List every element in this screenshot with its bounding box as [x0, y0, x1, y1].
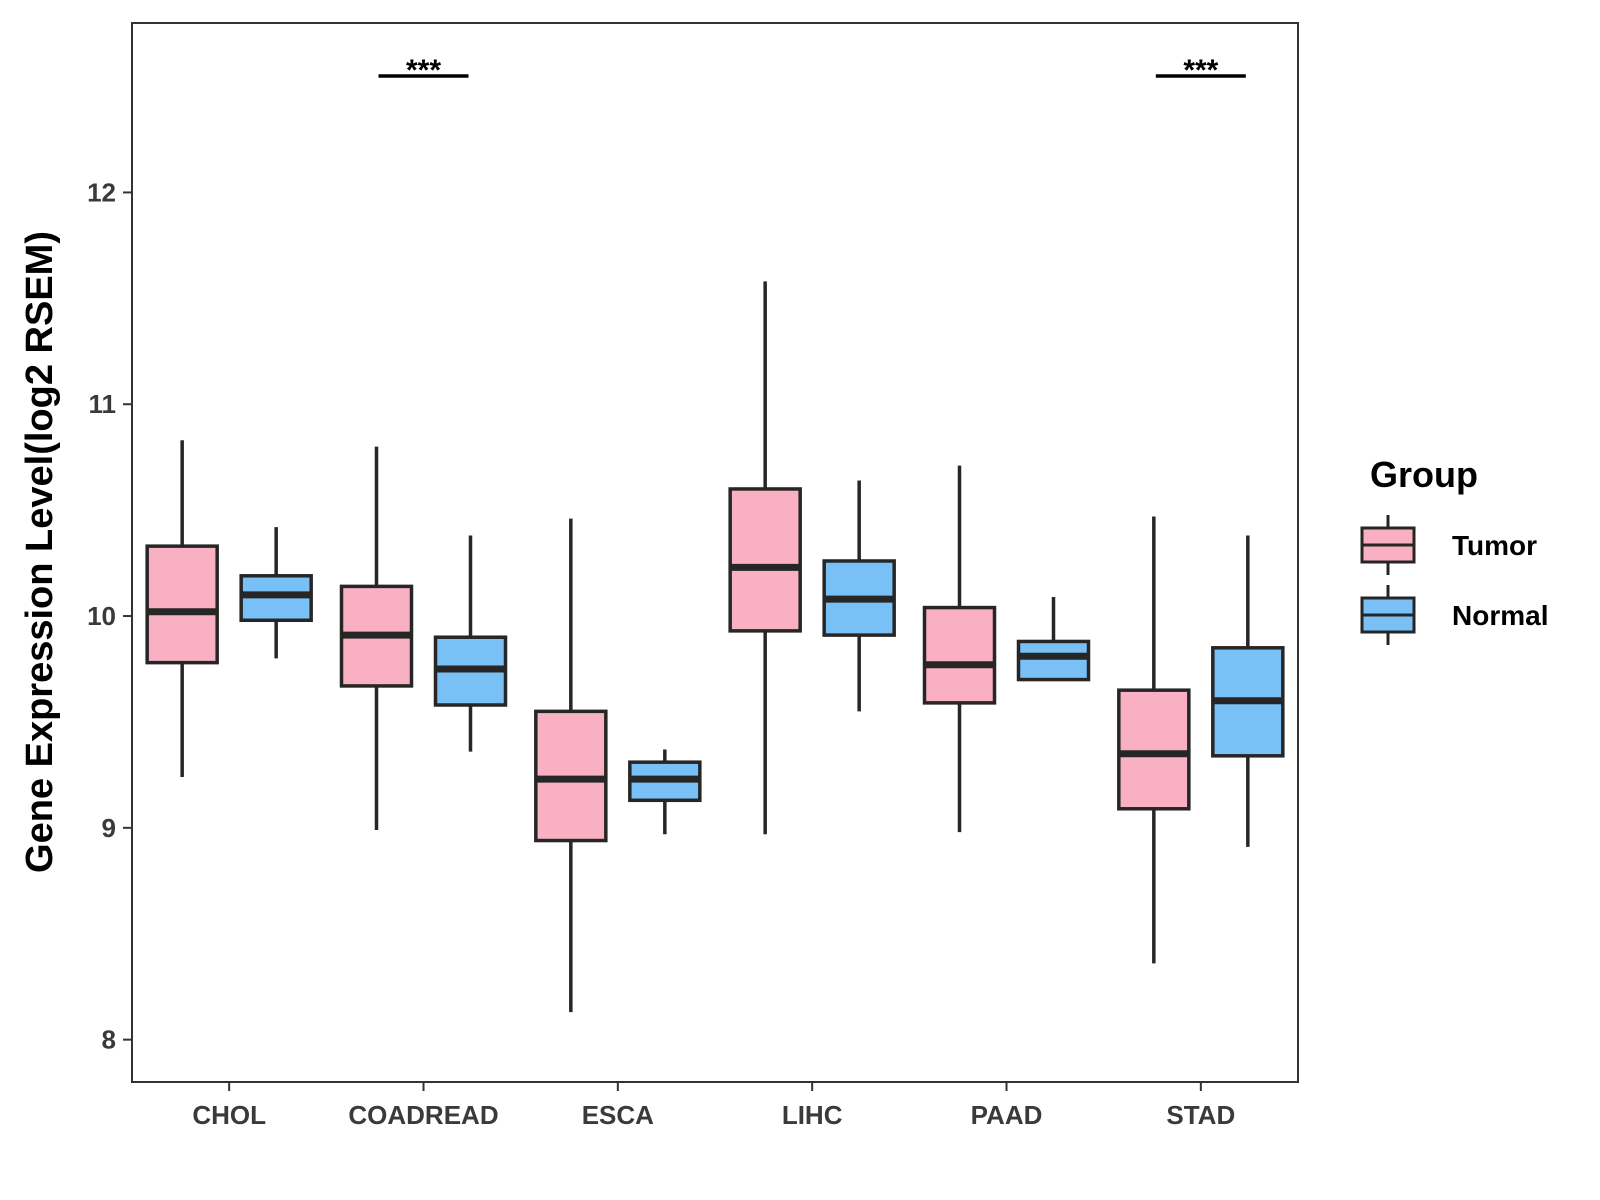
box-lihc-tumor: [728, 487, 802, 633]
legend-label-tumor: Tumor: [1452, 530, 1537, 561]
box-paad-normal: [1016, 639, 1091, 682]
y-axis: 8 9 10 11 12: [87, 177, 132, 1055]
legend: Group Tumor Normal: [1360, 454, 1548, 645]
x-axis: CHOL COADREAD ESCA LIHC PAAD STAD: [192, 1082, 1235, 1130]
legend-label-normal: Normal: [1452, 600, 1548, 631]
y-tick-label-12: 12: [87, 177, 116, 207]
y-axis-title: Gene Expression Level(log2 RSEM): [19, 231, 61, 873]
x-tick-label-chol: CHOL: [192, 1100, 266, 1130]
x-tick-label-lihc: LIHC: [782, 1100, 843, 1130]
x-tick-label-paad: PAAD: [971, 1100, 1043, 1130]
x-tick-label-coadread: COADREAD: [348, 1100, 498, 1130]
box-stad-tumor: [1117, 688, 1191, 811]
plot-layer: *** ***: [145, 54, 1285, 1013]
y-tick-label-10: 10: [87, 601, 116, 631]
box-paad-tumor: [922, 605, 997, 705]
significance-label-stad: ***: [1183, 54, 1218, 87]
legend-title: Group: [1370, 454, 1478, 495]
x-tick-label-esca: ESCA: [582, 1100, 654, 1130]
significance-label-coadread: ***: [406, 54, 441, 87]
box-chol-tumor: [145, 544, 219, 665]
x-tick-label-stad: STAD: [1166, 1100, 1235, 1130]
y-tick-label-8: 8: [102, 1025, 116, 1055]
y-tick-label-11: 11: [89, 389, 117, 419]
y-tick-label-9: 9: [102, 813, 116, 843]
plot-panel-border: [131, 22, 1299, 1083]
